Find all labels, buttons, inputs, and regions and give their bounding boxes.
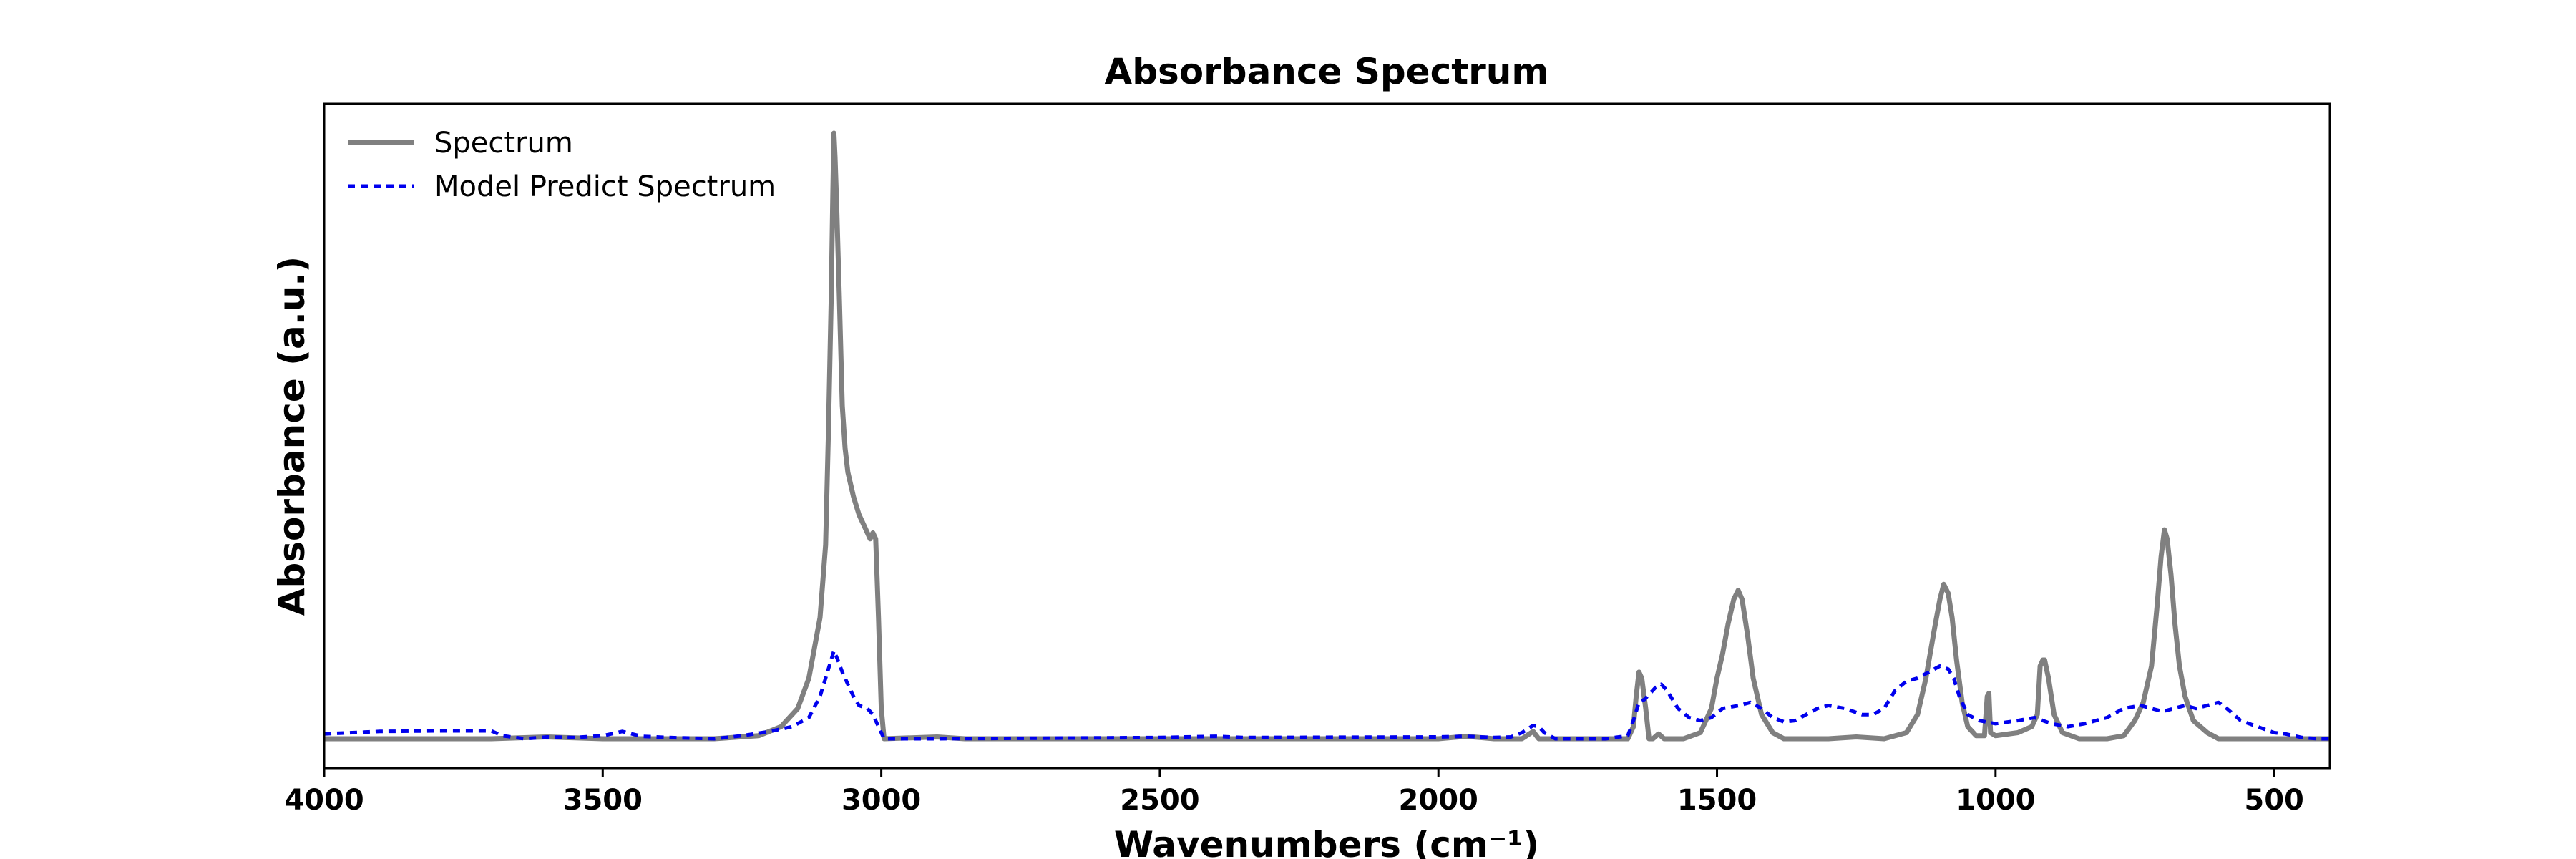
x-tick-label: 2500 (1120, 784, 1199, 817)
chart-title: Absorbance Spectrum (1105, 51, 1549, 92)
plot-area (323, 130, 2330, 742)
x-axis-ticks: 4000 3500 3000 2500 2000 1500 1000 500 (284, 768, 2304, 817)
series-line-spectrum (324, 130, 2330, 742)
y-axis-label: Absorbance (a.u.) (271, 256, 313, 616)
plot-frame (323, 102, 2331, 770)
x-axis-label: Wavenumbers (cm⁻¹) (1114, 824, 1539, 859)
x-tick-label: 1500 (1677, 784, 1757, 817)
x-tick-label: 1000 (1956, 784, 2035, 817)
legend-label-model-predict-spectrum: Model Predict Spectrum (434, 170, 776, 203)
x-tick-label: 4000 (284, 784, 364, 817)
x-tick-label: 500 (2244, 784, 2304, 817)
series-line-model-predict-spectrum (323, 649, 2330, 741)
legend: Spectrum Model Predict Spectrum (348, 127, 776, 203)
x-tick-label: 3000 (841, 784, 921, 817)
legend-label-spectrum: Spectrum (434, 127, 573, 160)
x-tick-label: 2000 (1399, 784, 1478, 817)
x-tick-label: 3500 (563, 784, 643, 817)
